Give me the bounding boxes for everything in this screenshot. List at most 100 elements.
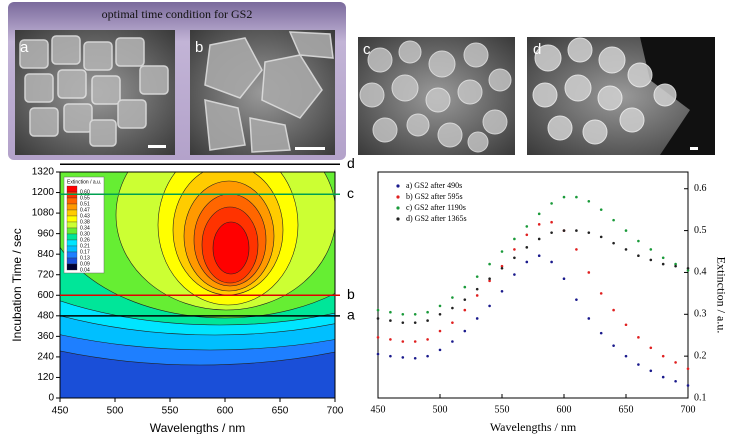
data-point	[476, 294, 479, 297]
data-point	[650, 346, 653, 349]
y-axis-label: Extinction / a.u.	[714, 257, 728, 334]
data-point	[575, 298, 578, 301]
colorbar-swatch	[67, 228, 77, 234]
data-point	[637, 336, 640, 339]
data-point	[650, 369, 653, 372]
data-point	[674, 380, 677, 383]
data-point	[662, 263, 665, 266]
x-tick-label: 450	[371, 404, 386, 415]
data-point	[414, 340, 417, 343]
y-tick-label: 1200	[32, 187, 55, 198]
data-point	[389, 338, 392, 341]
data-point	[464, 309, 467, 312]
data-point	[612, 309, 615, 312]
y-tick-label: 360	[37, 331, 54, 342]
data-point	[464, 330, 467, 333]
legend-label: a) GS2 after 490s	[406, 181, 462, 190]
x-axis-label: Wavelengths / nm	[490, 420, 577, 434]
colorbar-swatch	[67, 258, 77, 264]
x-tick-label: 550	[162, 406, 179, 417]
data-point	[588, 200, 591, 203]
x-tick-label: 650	[619, 404, 634, 415]
legend-label: d) GS2 after 1365s	[406, 214, 467, 223]
data-point	[650, 248, 653, 251]
data-point	[501, 290, 504, 293]
x-tick-label: 550	[495, 404, 510, 415]
colorbar-swatch	[67, 246, 77, 252]
y-tick-label: 0	[48, 393, 54, 404]
data-point	[513, 238, 516, 241]
data-point	[662, 355, 665, 358]
data-point	[687, 384, 690, 387]
data-point	[377, 336, 380, 339]
data-point	[402, 356, 405, 359]
time-marker-label: c	[347, 185, 354, 201]
data-point	[426, 338, 429, 341]
y-tick-label: 480	[37, 310, 54, 321]
x-axis-label: Wavelengths / nm	[150, 421, 246, 434]
y-tick-label: 0.6	[694, 183, 707, 194]
data-point	[550, 231, 553, 234]
legend-marker	[396, 195, 399, 198]
x-tick-label: 600	[217, 406, 234, 417]
data-point	[464, 298, 467, 301]
legend-marker	[396, 217, 399, 220]
y-tick-label: 0.1	[694, 392, 707, 403]
data-point	[476, 288, 479, 291]
y-tick-label: 840	[37, 249, 54, 260]
y-tick-label: 600	[37, 290, 54, 301]
data-point	[575, 229, 578, 232]
colorbar-swatch	[67, 210, 77, 216]
data-point	[625, 229, 628, 232]
legend-label: c) GS2 after 1190s	[406, 203, 466, 212]
x-tick-label: 700	[327, 406, 344, 417]
data-point	[414, 357, 417, 360]
data-point	[674, 361, 677, 364]
data-point	[439, 349, 442, 352]
data-point	[464, 286, 467, 289]
data-point	[600, 292, 603, 295]
y-tick-label: 0.4	[694, 267, 707, 278]
colorbar-swatch	[67, 198, 77, 204]
data-point	[625, 323, 628, 326]
data-point	[377, 353, 380, 356]
data-point	[414, 321, 417, 324]
data-point	[563, 277, 566, 280]
legend-label: b) GS2 after 595s	[406, 192, 463, 201]
data-point	[538, 254, 541, 257]
data-point	[674, 265, 677, 268]
data-point	[526, 225, 529, 228]
colorbar-swatch	[67, 204, 77, 210]
data-point	[662, 256, 665, 259]
data-point	[538, 238, 541, 241]
legend-marker	[396, 206, 399, 209]
data-point	[600, 208, 603, 211]
colorbar-swatch	[67, 240, 77, 246]
data-point	[513, 273, 516, 276]
data-point	[451, 307, 454, 310]
data-point	[526, 246, 529, 249]
colorbar: Extinction / a.u.0.600.550.510.470.430.3…	[64, 177, 104, 273]
data-point	[414, 313, 417, 316]
panel-label: d	[533, 41, 541, 58]
y-tick-label: 720	[37, 269, 54, 280]
data-point	[451, 296, 454, 299]
data-point	[687, 267, 690, 270]
data-point	[588, 231, 591, 234]
data-point	[687, 367, 690, 370]
y-tick-label: 0.2	[694, 350, 707, 361]
data-point	[488, 277, 491, 280]
data-point	[526, 233, 529, 236]
data-point	[402, 313, 405, 316]
data-point	[426, 311, 429, 314]
data-point	[439, 330, 442, 333]
panel-label: c	[363, 41, 371, 58]
colorbar-swatch	[67, 234, 77, 240]
data-point	[501, 267, 504, 270]
x-tick-label: 500	[433, 404, 448, 415]
data-point	[538, 213, 541, 216]
data-point	[476, 275, 479, 278]
colorbar-swatch	[67, 186, 77, 192]
y-axis-label: Incubation Time / sec	[10, 228, 24, 341]
data-point	[575, 196, 578, 199]
